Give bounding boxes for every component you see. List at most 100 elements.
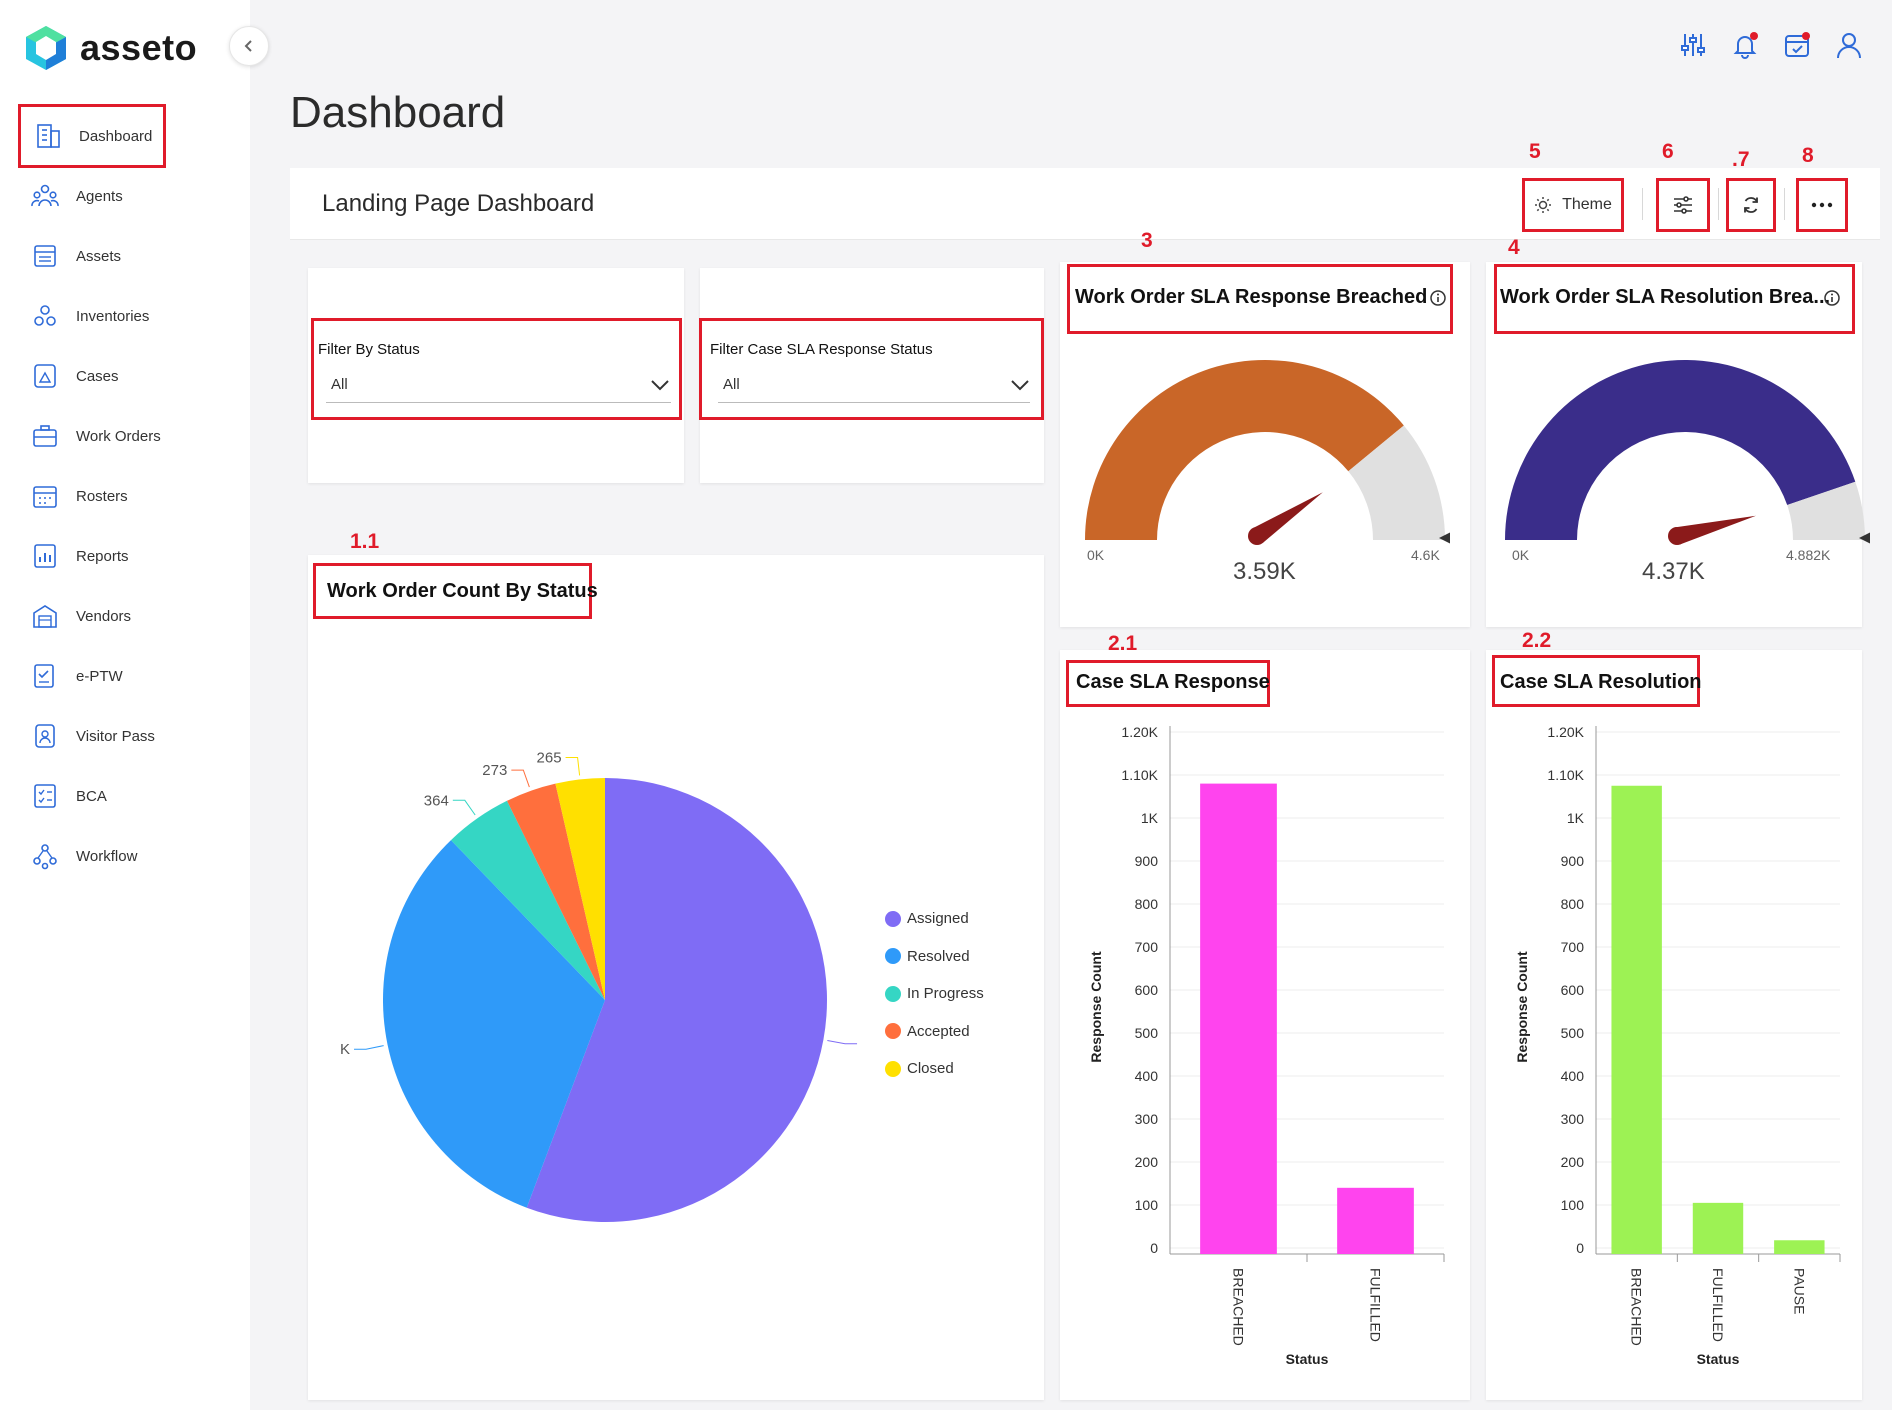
visitor-pass-icon bbox=[35, 724, 55, 748]
inventories-icon bbox=[34, 305, 56, 326]
annotation-4: 4 bbox=[1508, 236, 1520, 259]
sidebar-item-label: Assets bbox=[76, 247, 122, 265]
legend-item-accepted[interactable]: Accepted bbox=[885, 1023, 970, 1040]
sidebar-item-reports[interactable]: Reports bbox=[18, 526, 166, 586]
sidebar-item-label: e-PTW bbox=[76, 667, 123, 685]
filter-case-sla-select[interactable]: All bbox=[718, 364, 1034, 404]
pie-label-leader bbox=[511, 769, 530, 788]
tasks-button[interactable] bbox=[1782, 30, 1812, 60]
sidebar-item-e-ptw[interactable]: e-PTW bbox=[18, 646, 166, 706]
x-tick-label: BREACHED bbox=[1231, 1268, 1247, 1346]
sidebar-item-workflow[interactable]: Workflow bbox=[18, 826, 166, 886]
y-tick-label: 900 bbox=[1561, 853, 1585, 869]
bar-pause[interactable] bbox=[1774, 1240, 1825, 1254]
pie-slice-accepted[interactable] bbox=[506, 783, 605, 1000]
theme-button[interactable]: Theme bbox=[1522, 178, 1624, 232]
y-tick-label: 300 bbox=[1561, 1111, 1585, 1127]
header-separator bbox=[1784, 188, 1785, 220]
case-sla-response-title: Case SLA Response bbox=[1076, 671, 1270, 693]
reports-icon bbox=[34, 544, 56, 568]
gauge-resolution-title-highlight bbox=[1494, 264, 1855, 334]
sidebar-item-dashboard[interactable]: Dashboard bbox=[18, 104, 166, 168]
info-icon[interactable] bbox=[1823, 289, 1841, 307]
y-tick-label: 200 bbox=[1135, 1154, 1159, 1170]
settings-sliders-button[interactable] bbox=[1678, 30, 1708, 60]
y-axis-title: Response Count bbox=[1514, 951, 1530, 1063]
gauge-needle-hub bbox=[1668, 527, 1686, 545]
sidebar-item-label: Cases bbox=[76, 367, 119, 385]
brand-logo[interactable]: asseto bbox=[24, 24, 197, 72]
pie-slice-in-progress[interactable] bbox=[450, 800, 605, 1000]
info-icon[interactable] bbox=[1429, 289, 1447, 307]
gauge-resolution-chart bbox=[1505, 359, 1870, 545]
legend-item-closed[interactable]: Closed bbox=[885, 1060, 954, 1077]
y-tick-label: 1.10K bbox=[1547, 767, 1584, 783]
bar-breached[interactable] bbox=[1200, 783, 1277, 1254]
notifications-button[interactable] bbox=[1730, 30, 1760, 60]
pie-slice-resolved[interactable] bbox=[382, 840, 605, 1208]
y-tick-label: 1.20K bbox=[1121, 724, 1158, 740]
annotation-5: 5 bbox=[1529, 140, 1541, 163]
case-sla-resolution-title-highlight bbox=[1492, 655, 1700, 707]
gauge-needle bbox=[1674, 515, 1756, 545]
y-tick-label: 600 bbox=[1561, 982, 1585, 998]
sidebar-item-agents[interactable]: Agents bbox=[18, 166, 166, 226]
work-orders-icon bbox=[33, 425, 57, 447]
sidebar-item-assets[interactable]: Assets bbox=[18, 226, 166, 286]
filter-status-select[interactable]: All bbox=[326, 364, 674, 404]
gauge-response-title: Work Order SLA Response Breached bbox=[1075, 286, 1428, 308]
assets-icon bbox=[34, 245, 56, 267]
annotation-6: 6 bbox=[1662, 140, 1674, 163]
pie-data-label: 364 bbox=[424, 792, 449, 809]
top-toolbar bbox=[1678, 30, 1864, 60]
y-tick-label: 0 bbox=[1576, 1240, 1584, 1256]
case-sla-response-title-highlight bbox=[1066, 660, 1270, 707]
x-axis-title: Status bbox=[1697, 1351, 1740, 1367]
pie-chart: 4.12K2.37K364273265 bbox=[340, 750, 858, 1222]
y-tick-label: 200 bbox=[1561, 1154, 1585, 1170]
pie-slice-closed[interactable] bbox=[555, 778, 605, 1000]
sidebar-item-label: Dashboard bbox=[79, 127, 153, 145]
sidebar-item-visitor-pass[interactable]: Visitor Pass bbox=[18, 706, 166, 766]
header-separator bbox=[1642, 188, 1643, 220]
refresh-button[interactable] bbox=[1726, 178, 1776, 232]
filter-status-highlight bbox=[311, 318, 682, 420]
legend-swatch bbox=[885, 910, 901, 927]
sidebar-item-inventories[interactable]: Inventories bbox=[18, 286, 166, 346]
legend-swatch bbox=[885, 985, 901, 1002]
pie-chart-title: Work Order Count By Status bbox=[327, 580, 598, 602]
legend-label: Accepted bbox=[907, 1022, 970, 1040]
gauge-value-arc bbox=[1085, 360, 1404, 540]
sidebar-item-rosters[interactable]: Rosters bbox=[18, 466, 166, 526]
y-tick-label: 1.20K bbox=[1547, 724, 1584, 740]
legend-item-assigned[interactable]: Assigned bbox=[885, 910, 969, 927]
collapse-sidebar-button[interactable] bbox=[229, 26, 269, 66]
brand-name: asseto bbox=[80, 27, 198, 68]
sidebar-item-vendors[interactable]: Vendors bbox=[18, 586, 166, 646]
vendors-icon bbox=[33, 605, 57, 628]
bar-fulfilled[interactable] bbox=[1337, 1187, 1414, 1254]
annotation-3: 3 bbox=[1141, 229, 1153, 252]
sidebar-item-cases[interactable]: Cases bbox=[18, 346, 166, 406]
legend-label: Assigned bbox=[907, 910, 969, 927]
legend-item-resolved[interactable]: Resolved bbox=[885, 948, 970, 965]
annotation-7: .7 bbox=[1732, 148, 1750, 171]
rosters-icon bbox=[33, 486, 57, 508]
sidebar-item-bca[interactable]: BCA bbox=[18, 766, 166, 826]
sun-icon bbox=[1535, 197, 1552, 213]
more-options-button[interactable] bbox=[1796, 178, 1848, 232]
gauge-needle bbox=[1251, 492, 1323, 543]
y-axis-title: Response Count bbox=[1088, 951, 1104, 1063]
filter-settings-button[interactable] bbox=[1656, 178, 1710, 232]
user-profile-button[interactable] bbox=[1834, 30, 1864, 60]
pie-data-label: 273 bbox=[482, 762, 507, 779]
pie-data-label: 265 bbox=[537, 750, 562, 767]
legend-item-in-progress[interactable]: In Progress bbox=[885, 985, 984, 1002]
pie-slice-assigned[interactable] bbox=[526, 778, 827, 1222]
bar-breached[interactable] bbox=[1611, 785, 1662, 1254]
dashboard-title: Landing Page Dashboard bbox=[322, 190, 595, 217]
y-tick-label: 100 bbox=[1561, 1197, 1585, 1213]
sidebar-item-work-orders[interactable]: Work Orders bbox=[18, 406, 166, 466]
bar-fulfilled[interactable] bbox=[1692, 1202, 1744, 1254]
y-tick-label: 700 bbox=[1135, 939, 1159, 955]
